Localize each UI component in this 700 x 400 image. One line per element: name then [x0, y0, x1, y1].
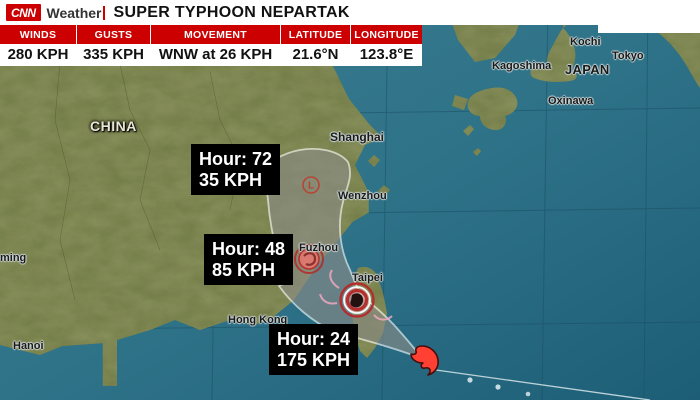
svg-text:L: L: [308, 181, 314, 192]
